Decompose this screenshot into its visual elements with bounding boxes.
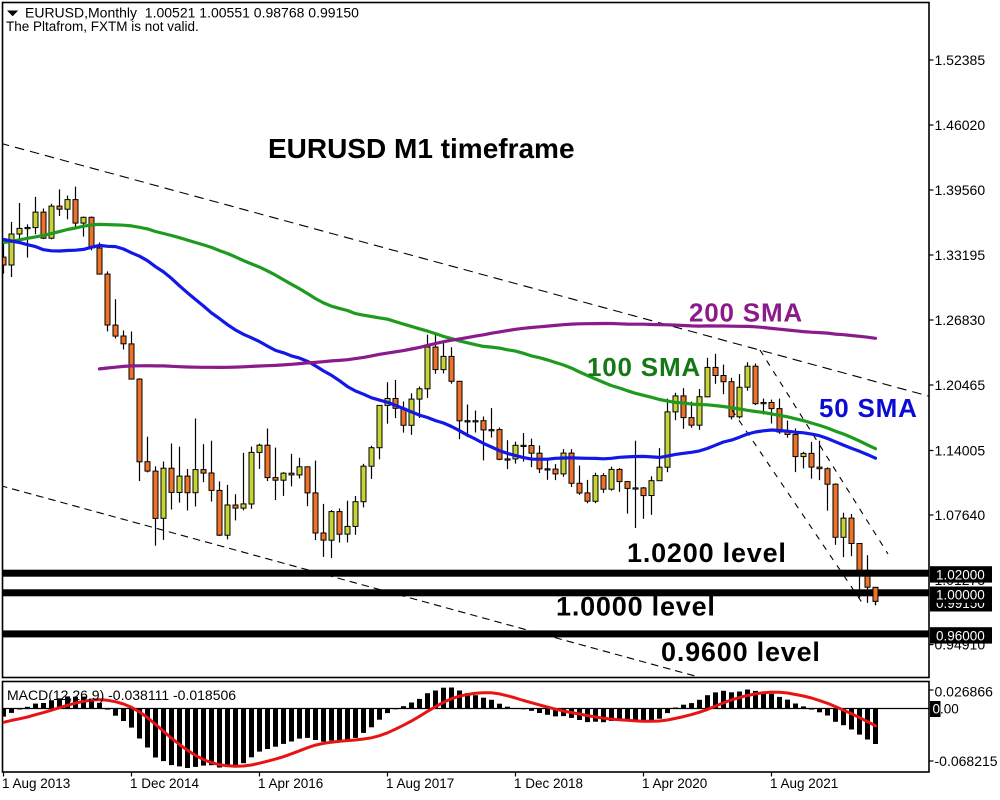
svg-text:1 Apr 2020: 1 Apr 2020: [642, 776, 707, 791]
svg-text:The Pltafrom, FXTM is not vali: The Pltafrom, FXTM is not valid.: [6, 19, 199, 34]
svg-text:1 Dec 2018: 1 Dec 2018: [514, 776, 583, 791]
svg-text:1.26830: 1.26830: [935, 312, 986, 328]
svg-text:1 Apr 2016: 1 Apr 2016: [258, 776, 323, 791]
svg-text:1 Aug 2017: 1 Aug 2017: [386, 776, 454, 791]
svg-text:1 Aug 2013: 1 Aug 2013: [2, 776, 70, 791]
svg-text:1.0000 level: 1.0000 level: [556, 592, 716, 622]
svg-text:EURUSD,Monthly 1.00521 1.0055: EURUSD,Monthly 1.00521 1.00551 0.98768 0…: [25, 5, 359, 21]
svg-text:0.96000: 0.96000: [936, 628, 985, 643]
svg-text:1.00000: 1.00000: [936, 588, 985, 603]
svg-text:1.02000: 1.02000: [936, 567, 985, 582]
svg-text:1 Dec 2014: 1 Dec 2014: [130, 776, 200, 791]
svg-text:50 SMA: 50 SMA: [819, 393, 918, 423]
svg-text:0.9600 level: 0.9600 level: [661, 637, 821, 667]
svg-text:1.52385: 1.52385: [935, 52, 986, 68]
svg-text:0: 0: [933, 702, 941, 717]
svg-text:1.46020: 1.46020: [935, 117, 986, 133]
svg-text:1.0200 level: 1.0200 level: [627, 538, 787, 568]
svg-text:100 SMA: 100 SMA: [587, 352, 701, 382]
svg-text:-0.068215: -0.068215: [935, 753, 998, 769]
svg-text:1.07640: 1.07640: [935, 507, 986, 523]
svg-text:1.20465: 1.20465: [935, 377, 986, 393]
svg-text:1 Aug 2021: 1 Aug 2021: [770, 776, 838, 791]
svg-text:1.39560: 1.39560: [935, 182, 986, 198]
svg-text:MACD(12,26,9) -0.038111 -0.018: MACD(12,26,9) -0.038111 -0.018506: [7, 687, 236, 703]
svg-text:200 SMA: 200 SMA: [689, 298, 803, 328]
svg-text:EURUSD M1 timeframe: EURUSD M1 timeframe: [268, 133, 575, 164]
svg-text:.00: .00: [940, 702, 959, 717]
svg-text:0.026866: 0.026866: [935, 684, 994, 700]
svg-text:1.33195: 1.33195: [935, 247, 986, 263]
svg-text:1.14005: 1.14005: [935, 442, 986, 458]
